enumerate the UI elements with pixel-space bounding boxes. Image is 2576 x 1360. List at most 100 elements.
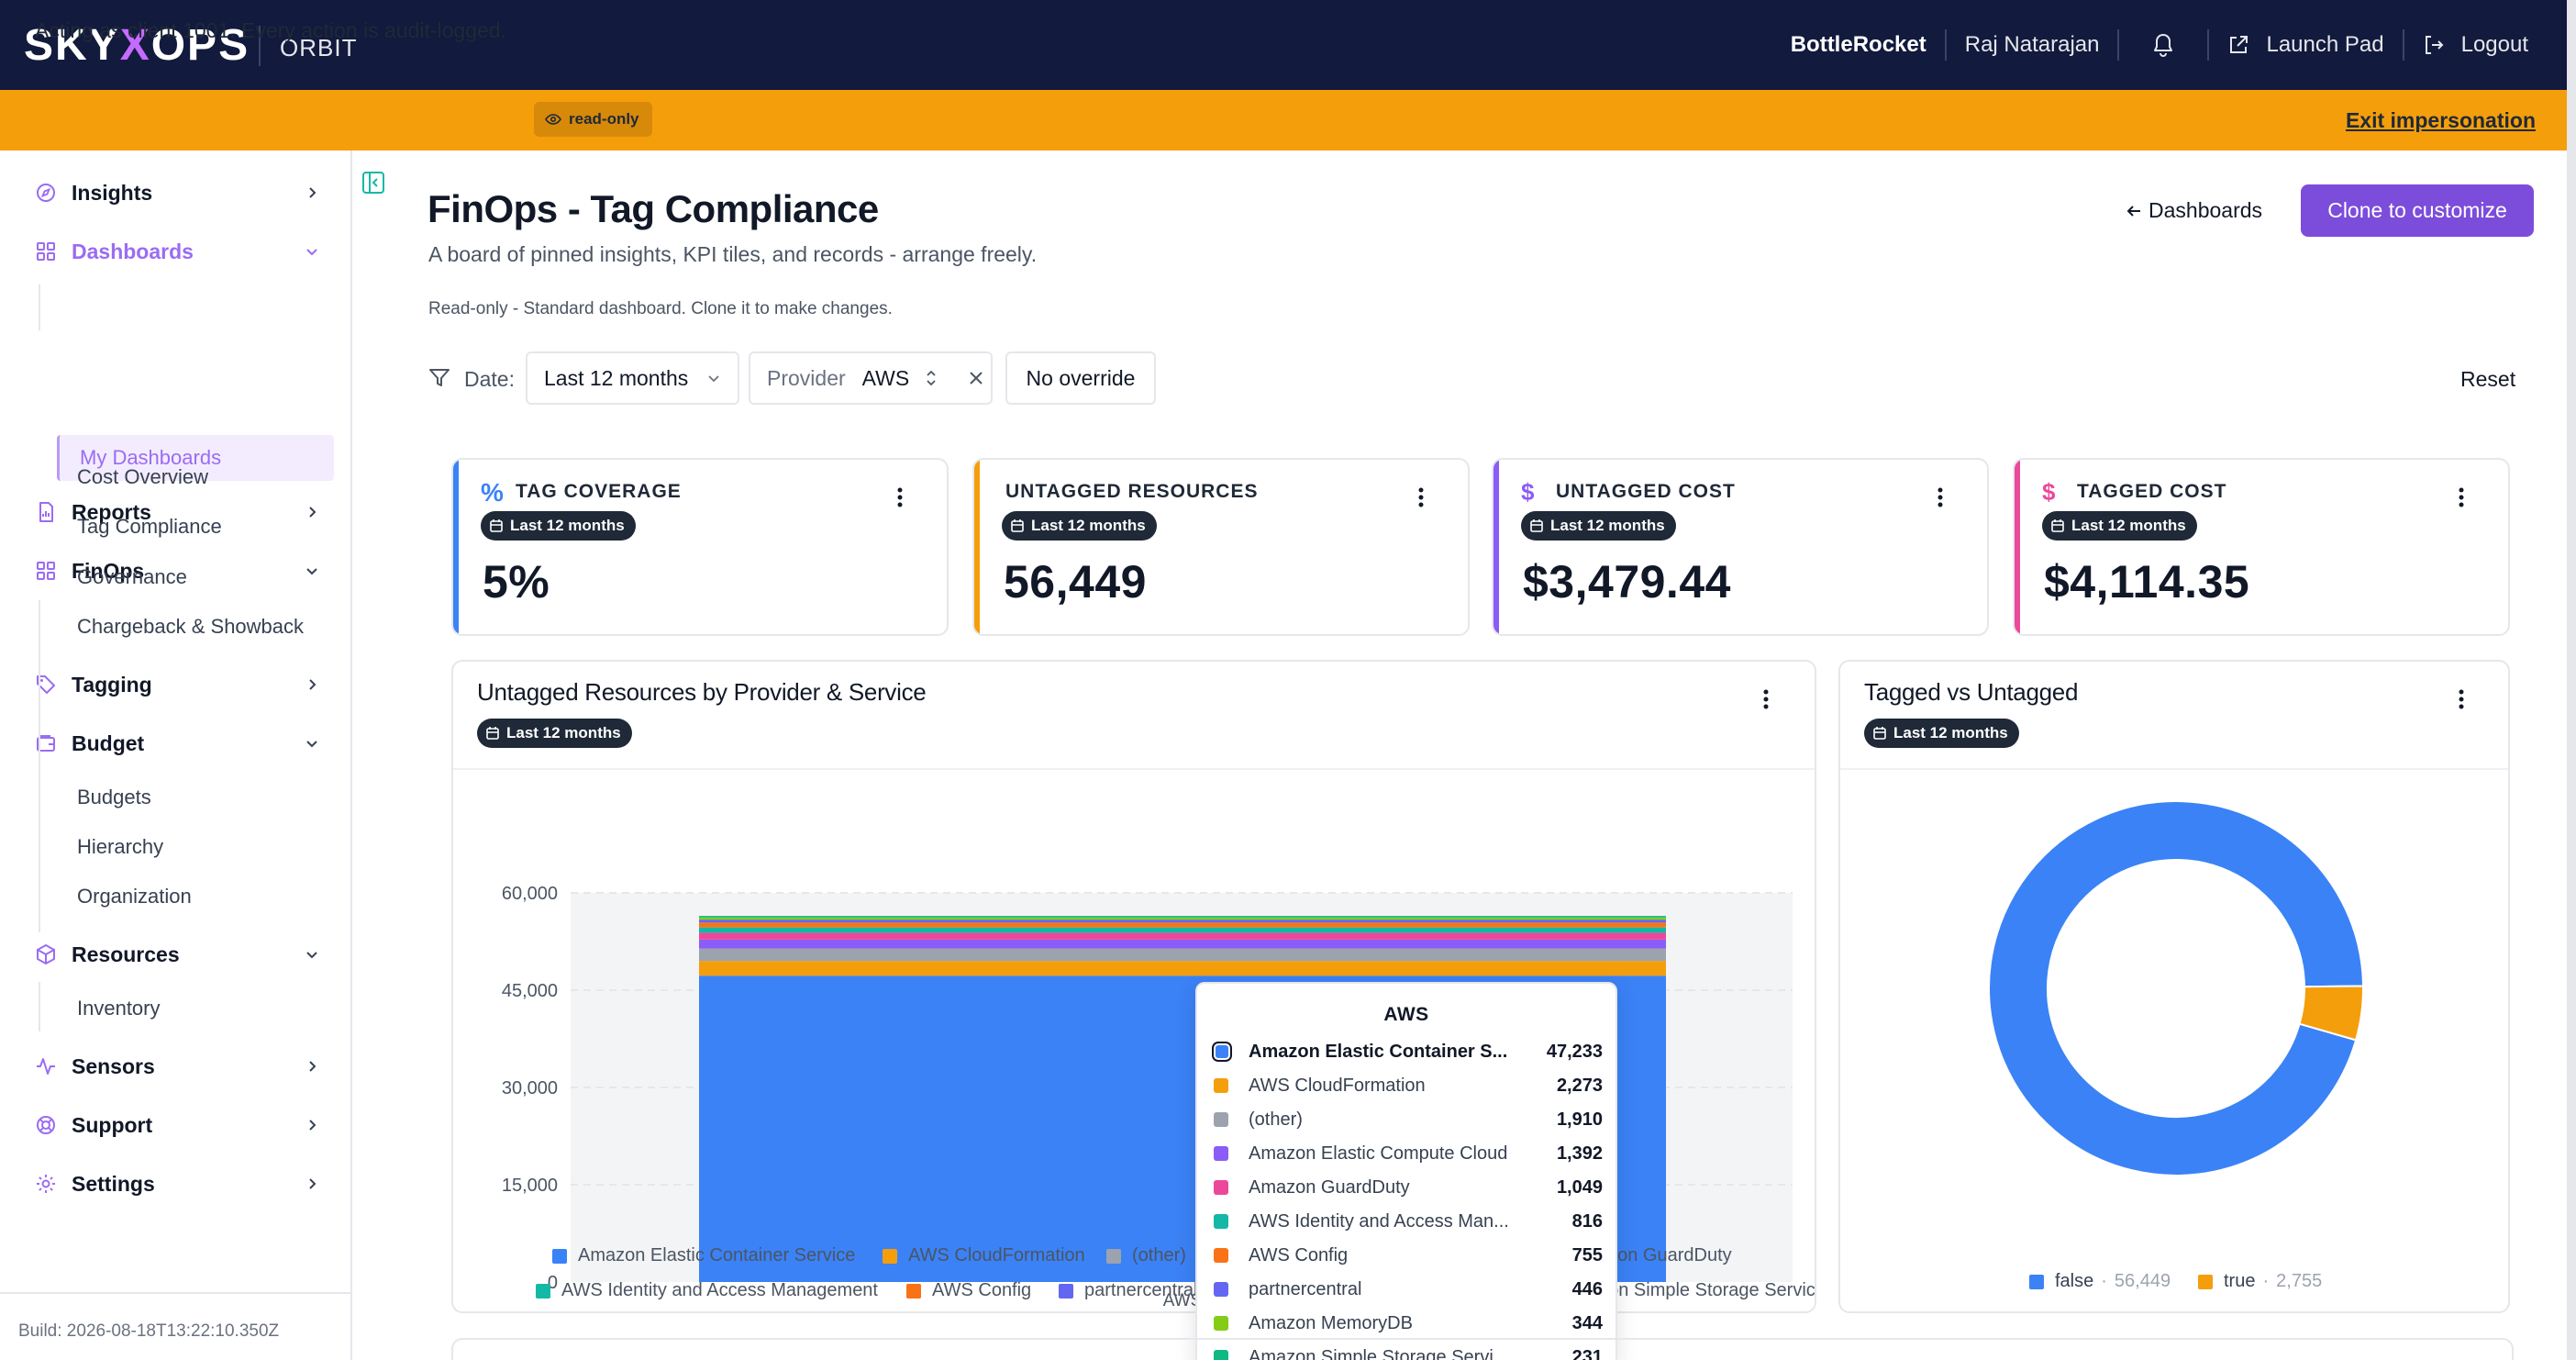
grid-icon <box>33 239 59 264</box>
sidebar-item-budget[interactable]: Budget <box>33 721 319 765</box>
more-vertical-icon[interactable] <box>897 487 903 507</box>
more-vertical-icon[interactable] <box>1763 689 1769 709</box>
bell-icon[interactable] <box>2152 33 2174 57</box>
legend-item[interactable]: partnercentral <box>1059 1280 1197 1301</box>
legend-item[interactable]: Amazon Elastic Container Service <box>552 1245 855 1266</box>
grid-icon <box>33 558 59 584</box>
calendar-icon <box>1873 727 1886 740</box>
override-select[interactable]: No override <box>1005 351 1156 405</box>
tooltip-series-name: Amazon GuardDuty <box>1249 1176 1410 1198</box>
card-title: Untagged Resources by Provider & Service <box>477 678 927 706</box>
tooltip-row: (other) 1,910 <box>1214 1103 1603 1136</box>
bar-segment[interactable] <box>699 939 1666 949</box>
more-vertical-icon[interactable] <box>1418 487 1424 507</box>
sidebar-subitem-cost-overview[interactable]: Cost Overview <box>77 465 209 488</box>
sidebar-subitem-hierarchy[interactable]: Hierarchy <box>77 835 164 858</box>
external-link-icon <box>2227 34 2249 56</box>
sidebar-subitem-inventory[interactable]: Inventory <box>77 997 161 1020</box>
donut-slice[interactable] <box>1988 800 2364 1176</box>
window-edge <box>2567 0 2576 1360</box>
tooltip-swatch <box>1214 1078 1228 1093</box>
bar-segment[interactable] <box>699 932 1666 940</box>
next-card-edge <box>451 1338 2514 1360</box>
sidebar-item-dashboards[interactable]: Dashboards <box>33 229 319 273</box>
chevron-right-icon <box>305 677 319 692</box>
legend-label: Amazon Simple Storage Service <box>1561 1280 1816 1300</box>
bar-segment[interactable] <box>699 961 1666 976</box>
period-badge: Last 12 months <box>1864 719 2019 748</box>
legend-item[interactable]: AWS Config <box>906 1280 1031 1301</box>
bar-segment[interactable] <box>699 920 1666 923</box>
logout-button[interactable]: Logout <box>2423 32 2528 58</box>
collapse-sidebar-icon[interactable] <box>361 171 385 195</box>
donut-slice[interactable] <box>2298 985 2364 1042</box>
tooltip-swatch <box>1214 1316 1228 1331</box>
legend-item[interactable]: false · 56,449 <box>2029 1271 2171 1292</box>
provider-filter[interactable]: Provider AWS <box>749 351 993 405</box>
tooltip-value: 47,233 <box>1546 1041 1603 1062</box>
sidebar-subitem-budgets[interactable]: Budgets <box>77 786 151 808</box>
sidebar-item-finops[interactable]: FinOps <box>33 549 319 593</box>
dollar-icon: $ <box>1521 478 1535 506</box>
legend-swatch <box>2029 1274 2044 1289</box>
build-info: Build: 2026-08-18T13:22:10.350Z <box>0 1292 350 1360</box>
legend-item[interactable]: AWS CloudFormation <box>883 1245 1085 1266</box>
tooltip-swatch <box>1214 1282 1228 1297</box>
sidebar-item-label: Budget <box>72 730 145 755</box>
nav-divider <box>2402 29 2404 61</box>
compass-icon <box>33 180 59 206</box>
y-tick-label: 30,000 <box>502 1078 558 1098</box>
calendar-icon <box>486 727 499 740</box>
impersonation-banner <box>0 90 2576 150</box>
more-vertical-icon[interactable] <box>2459 689 2464 709</box>
sidebar-item-resources[interactable]: Resources <box>33 932 319 976</box>
kpi-label: UNTAGGED COST <box>1556 481 1736 502</box>
bar-segment[interactable] <box>699 927 1666 933</box>
chart-tooltip: AWS Amazon Elastic Container S... 47,233 A… <box>1195 982 1617 1360</box>
tooltip-title: AWS <box>1383 1004 1429 1025</box>
sidebar-item-sensors[interactable]: Sensors <box>33 1044 319 1088</box>
legend-item[interactable]: true · 2,755 <box>2198 1271 2322 1292</box>
logo[interactable]: SKYXOPS <box>24 21 250 70</box>
sidebar-item-insights[interactable]: Insights <box>33 171 319 215</box>
tooltip-row: AWS Identity and Access Man... 816 <box>1214 1205 1603 1238</box>
sidebar-subitem-tag-compliance[interactable]: Tag Compliance <box>77 515 222 538</box>
more-vertical-icon[interactable] <box>2459 487 2464 507</box>
wallet-icon <box>33 730 59 756</box>
legend-item[interactable]: AWS Identity and Access Management <box>536 1280 878 1301</box>
bar-segment[interactable] <box>699 917 1666 920</box>
more-vertical-icon[interactable] <box>1938 487 1943 507</box>
bar-segment[interactable] <box>699 922 1666 928</box>
legend-separator: · <box>2101 1271 2107 1291</box>
sidebar-subitem-organization[interactable]: Organization <box>77 885 192 908</box>
clone-button[interactable]: Clone to customize <box>2301 184 2534 237</box>
legend-swatch <box>1106 1248 1121 1264</box>
launch-pad-label: Launch Pad <box>2266 32 2384 57</box>
legend-value: 56,449 <box>2114 1271 2171 1291</box>
read-only-note: Read-only - Standard dashboard. Clone it… <box>428 299 893 318</box>
sidebar-item-tagging[interactable]: Tagging <box>33 663 319 707</box>
bar-segment[interactable] <box>699 948 1666 962</box>
tooltip-value: 231 <box>1571 1346 1603 1360</box>
bar-segment[interactable] <box>699 916 1666 918</box>
reset-button[interactable]: Reset <box>2460 367 2516 391</box>
clear-icon[interactable] <box>968 370 984 386</box>
sidebar-subitem-chargeback[interactable]: Chargeback & Showback <box>77 615 305 638</box>
sidebar-item-reports[interactable]: Reports <box>33 490 319 534</box>
back-label: Dashboards <box>2149 198 2263 222</box>
legend-item[interactable]: (other) <box>1106 1245 1186 1266</box>
launch-pad-link[interactable]: Launch Pad <box>2227 32 2384 58</box>
client-name[interactable]: BottleRocket <box>1790 32 1926 57</box>
back-to-dashboards-link[interactable]: Dashboards <box>2125 198 2262 223</box>
exit-impersonation-link[interactable]: Exit impersonation <box>2345 108 2536 132</box>
date-select[interactable]: Last 12 months <box>526 351 739 405</box>
tooltip-series-name: AWS CloudFormation <box>1249 1075 1426 1096</box>
legend-label: AWS Identity and Access Management <box>561 1280 878 1300</box>
card-divider <box>1840 768 2508 770</box>
tooltip-series-name: Amazon Elastic Compute Cloud <box>1249 1143 1508 1164</box>
sidebar-item-support[interactable]: Support <box>33 1103 319 1147</box>
user-name[interactable]: Raj Natarajan <box>1964 32 2100 57</box>
sidebar-item-settings[interactable]: Settings <box>33 1162 319 1206</box>
sidebar-item-my-dashboards[interactable]: My Dashboards <box>57 435 334 481</box>
sidebar-subitem-governance[interactable]: Governance <box>77 565 187 588</box>
